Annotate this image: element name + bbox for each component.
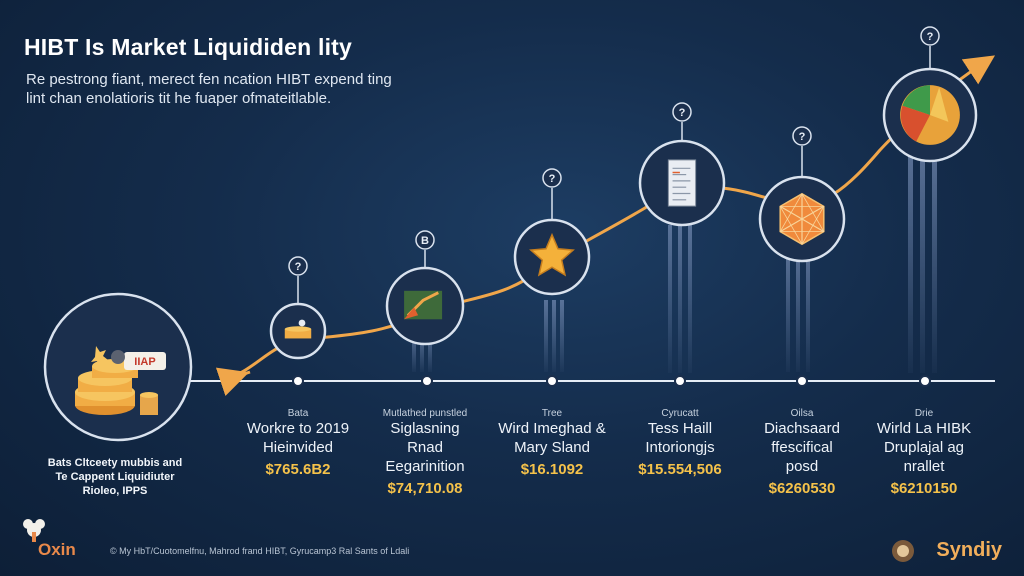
document-icon: [667, 159, 697, 207]
badge-label: ?: [799, 131, 806, 143]
page-title: HIBT Is Market Liquididen lity: [24, 34, 353, 60]
left-node: IIAP: [43, 292, 193, 442]
badge-label: ?: [295, 261, 302, 273]
milestone-name: Hieinvided: [262, 439, 334, 456]
light-bars: [412, 155, 937, 373]
description-line: Te Cappent Liquidiuter: [55, 471, 175, 483]
milestone-name: Intoriongjs: [645, 439, 715, 456]
syndiy-logo-icon: [892, 540, 914, 562]
axis-dots: [292, 375, 931, 387]
subtitle-line: Re pestrong fiant, merect fen ncation HI…: [26, 71, 392, 88]
milestone-caption: Bata: [287, 408, 309, 419]
badge-label: ?: [549, 173, 556, 185]
description-line: Rioleo, IPPS: [82, 485, 148, 497]
question-badge: ?: [542, 168, 562, 188]
milestone-name: Wird Imeghad &: [498, 420, 606, 437]
milestone-caption: Mutlathed punstled: [382, 408, 468, 419]
milestone-node: ?: [758, 126, 846, 263]
coin-stack-icon: [75, 359, 158, 415]
milestone-name: Diachsaard: [764, 420, 840, 437]
milestone-text: Cyrucatt Tess Haill Intoriongjs $15.554,506: [605, 408, 755, 478]
milestone-name: nrallet: [903, 458, 945, 475]
milestone-name: Druplajal ag: [883, 439, 965, 456]
badge-label: ?: [927, 31, 934, 43]
milestone-value: $15.554,506: [638, 461, 722, 478]
gear-icon: [111, 350, 125, 364]
milestone-name: Mary Sland: [514, 439, 590, 456]
page-subtitle: Re pestrong fiant, merect fen ncation HI…: [26, 70, 406, 108]
logo-tree-icon: [23, 519, 45, 542]
milestone-name: Siglasning: [390, 420, 460, 437]
milestone-node: ?: [882, 26, 978, 163]
milestone-name: Wirld La HIBK: [876, 420, 972, 437]
star-icon: [529, 232, 575, 277]
coin-stack-icon: [284, 319, 312, 339]
milestone-value: $765.6B2: [265, 461, 331, 478]
brand-left-name: Oxin: [38, 540, 76, 559]
milestone-text: Bata Workre to 2019 Hieinvided $765.6B2: [223, 408, 373, 478]
milestone-name: Rnad: [407, 439, 443, 456]
growth-trend-line: [227, 55, 996, 380]
left-node-badge: IIAP: [134, 356, 155, 368]
milestone-node: ?: [269, 256, 327, 360]
trend-left-arrow: [215, 367, 251, 397]
question-badge: ?: [792, 126, 812, 146]
description-line: Bats Cltceety mubbis and: [47, 457, 183, 469]
network-gem-icon: [779, 192, 825, 246]
milestone-text: Tree Wird Imeghad & Mary Sland $16.1092: [477, 408, 627, 478]
milestone-value: $6260530: [768, 480, 836, 497]
milestone-value: $74,710.08: [387, 480, 463, 497]
speech-badge: IIAP: [124, 352, 166, 370]
milestone-value: $6210150: [890, 480, 958, 497]
milestone-node: ?: [638, 102, 726, 227]
question-badge: ?: [672, 102, 692, 122]
question-badge: ?: [288, 256, 308, 276]
brand-left: Oxin: [20, 540, 76, 560]
left-node-description: Bats Cltceety mubbis and Te Cappent Liqu…: [40, 456, 190, 498]
milestone-text: Oilsa Diachsaard ffescifical posd $6260530: [727, 408, 877, 497]
badge-label: ?: [679, 107, 686, 119]
milestone-name: posd: [785, 458, 819, 475]
milestone-caption: Oilsa: [790, 408, 814, 419]
footer-text: © My HbT/Cuotomelfnu, Mahrod frand HIBT,…: [110, 546, 410, 556]
brand-right-name: Syndiy: [936, 539, 1002, 561]
milestone-caption: Tree: [541, 408, 563, 419]
badge-label: B: [421, 235, 429, 247]
question-badge: ?: [920, 26, 940, 46]
milestone-value: $16.1092: [520, 461, 584, 478]
subtitle-line: lint chan enolatioris tit he fuaper ofma…: [26, 90, 332, 107]
milestone-caption: Cyrucatt: [661, 408, 699, 419]
brand-right: Syndiy: [936, 539, 1002, 562]
milestone-text: Mutlathed punstled Siglasning Rnad Eegarini…: [350, 408, 500, 497]
milestone-name: Tess Haill: [647, 420, 713, 437]
milestone-node: B: [385, 230, 465, 346]
milestone-name: ffescifical: [771, 439, 833, 456]
milestone-name: Workre to 2019: [246, 420, 350, 437]
milestone-node: ?: [513, 168, 591, 296]
rocket-chart-icon: [404, 290, 443, 320]
milestone-name: Eegarinition: [385, 458, 465, 475]
pie-chart-icon: [900, 85, 960, 145]
question-badge: B: [415, 230, 435, 250]
milestone-caption: Drie: [914, 408, 934, 419]
milestone-text: Drie Wirld La HIBK Druplajal ag nrallet $621…: [849, 408, 999, 497]
sparkle-icon: [91, 346, 108, 367]
